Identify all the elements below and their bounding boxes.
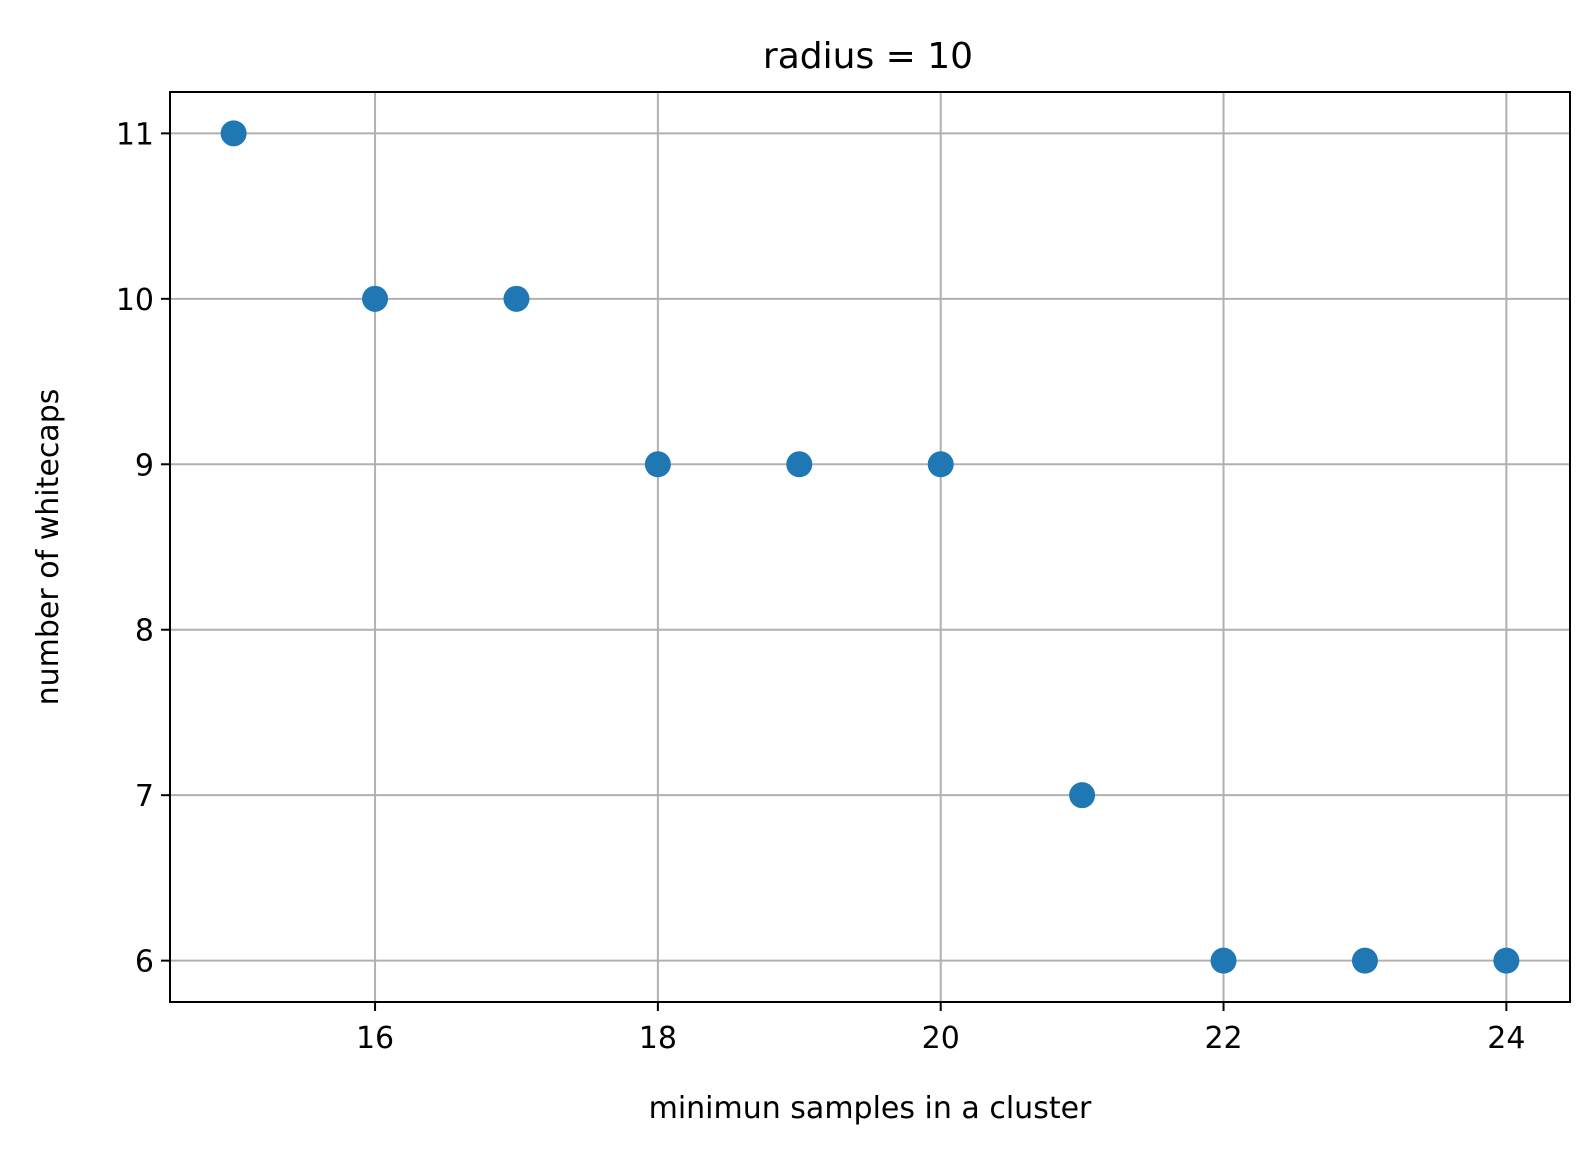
data-point (503, 285, 530, 312)
data-point (927, 451, 954, 478)
x-tick-label: 20 (922, 1021, 960, 1056)
x-tick-label: 16 (356, 1021, 394, 1056)
data-points (220, 120, 1520, 974)
x-tick-label: 18 (639, 1021, 677, 1056)
data-point (1069, 782, 1096, 809)
x-tick-label: 24 (1487, 1021, 1525, 1056)
y-tick-label: 7 (135, 779, 154, 814)
y-tick-label: 6 (135, 945, 154, 980)
chart-title: radius = 10 (763, 36, 973, 77)
y-tick-label: 9 (135, 448, 154, 483)
plot-frame (169, 91, 1571, 1003)
data-point (1493, 947, 1520, 974)
grid (170, 92, 1570, 1002)
y-tick-label: 8 (135, 614, 154, 649)
data-point (220, 120, 247, 147)
data-point (786, 451, 813, 478)
y-tick-label: 11 (116, 117, 154, 152)
y-axis-label: number of whitecaps (31, 389, 66, 706)
y-tick-label: 10 (116, 283, 154, 318)
data-point (1210, 947, 1237, 974)
x-tick-label: 22 (1204, 1021, 1242, 1056)
data-point (644, 451, 671, 478)
axis-ticks: 16 18 20 22 24 6 7 8 9 10 11 (116, 117, 1526, 1056)
x-axis-label: minimun samples in a cluster (649, 1091, 1092, 1126)
data-point (362, 285, 389, 312)
data-point (1351, 947, 1378, 974)
